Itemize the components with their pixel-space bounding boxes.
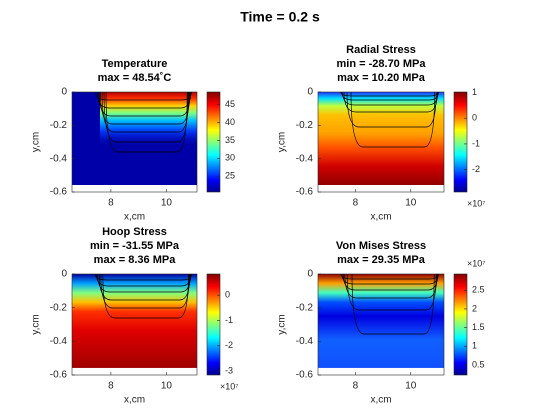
- subplot-title: Radial Stress: [346, 44, 416, 56]
- colorbar-tick-label: 25: [225, 171, 235, 181]
- y-tick-label: -0.4: [50, 336, 68, 347]
- x-tick-label: 8: [108, 198, 114, 209]
- colorbar: [206, 91, 221, 193]
- colorbar: [206, 273, 221, 376]
- contour: [102, 273, 189, 319]
- subplot-title: min = -28.70 MPa: [337, 58, 427, 70]
- figure-title: Time = 0.2 s: [240, 9, 320, 25]
- x-tick-label: 10: [161, 198, 173, 209]
- field: [72, 274, 197, 368]
- colorbar-tick-label: -3: [225, 365, 233, 375]
- colorbar-tick-label: 0: [472, 113, 477, 123]
- colorbar-tick-label: 1.5: [472, 322, 485, 332]
- subplot-title: Von Mises Stress: [336, 240, 426, 252]
- colorbar-tick-label: 1: [472, 341, 477, 351]
- x-tick-label: 10: [405, 198, 417, 209]
- y-tick-label: 0: [307, 269, 313, 280]
- colorbar: [453, 273, 468, 376]
- field: [318, 92, 444, 185]
- y-tick-label: -0.2: [296, 120, 314, 131]
- y-tick-label: -0.6: [50, 187, 68, 198]
- y-tick-label: -0.4: [50, 153, 68, 164]
- colorbar: [453, 91, 468, 193]
- colorbar-tick-label: -2: [472, 164, 480, 174]
- y-tick-label: -0.4: [296, 153, 314, 164]
- contour: [350, 91, 435, 148]
- colorbar-tick-label: 1: [472, 87, 477, 97]
- contour: [103, 91, 189, 143]
- subplot-title: min = -31.55 MPa: [90, 240, 180, 252]
- colorbar-tick-label: 45: [225, 99, 235, 109]
- y-tick-label: 0: [61, 87, 67, 98]
- y-tick-label: -0.4: [296, 336, 314, 347]
- y-tick-label: -0.6: [50, 370, 68, 381]
- subplot-title: Hoop Stress: [102, 226, 167, 238]
- y-tick-label: 0: [307, 87, 313, 98]
- x-tick-label: 8: [108, 381, 114, 392]
- colorbar-tick-label: 0.5: [472, 359, 485, 369]
- colorbar-tick-label: 40: [225, 117, 235, 127]
- subplot-title: max = 48.54˚C: [98, 72, 172, 84]
- x-tick-label: 10: [161, 381, 173, 392]
- y-tick-label: -0.2: [296, 302, 314, 313]
- x-tick-label: 8: [353, 381, 359, 392]
- y-axis-label: y,cm: [31, 314, 42, 334]
- colorbar-multiplier: ×10⁷: [467, 258, 486, 268]
- colorbar-tick-label: -1: [225, 315, 233, 325]
- field: [318, 274, 444, 368]
- axes-box: [71, 91, 198, 193]
- axes-box: [71, 273, 198, 376]
- y-axis-label: y,cm: [31, 132, 42, 152]
- x-axis-label: x,cm: [124, 395, 145, 406]
- x-tick-label: 10: [405, 381, 417, 392]
- x-tick-label: 8: [353, 198, 359, 209]
- colorbar-tick-label: -1: [472, 138, 480, 148]
- y-tick-label: -0.2: [50, 120, 68, 131]
- colorbar-tick-label: 2: [472, 303, 477, 313]
- y-tick-label: -0.6: [296, 370, 314, 381]
- colorbar-multiplier: ×10⁷: [220, 381, 239, 391]
- contour: [346, 273, 437, 311]
- field: [100, 92, 197, 147]
- contour: [101, 91, 190, 133]
- axes-box: [317, 91, 445, 193]
- colorbar-tick-label: 0: [225, 290, 230, 300]
- colorbar-tick-label: 30: [225, 153, 235, 163]
- y-axis-label: y,cm: [277, 314, 288, 334]
- x-axis-label: x,cm: [370, 395, 391, 406]
- colorbar-tick-label: 2.5: [472, 285, 485, 295]
- subplot-title: Temperature: [102, 58, 168, 70]
- x-axis-label: x,cm: [124, 212, 145, 223]
- y-tick-label: -0.6: [296, 187, 314, 198]
- subplot-title: max = 29.35 MPa: [337, 254, 426, 266]
- colorbar-multiplier: ×10⁷: [467, 198, 486, 208]
- contour: [351, 273, 435, 335]
- colorbar-tick-label: 35: [225, 135, 235, 145]
- subplot-title: max = 10.20 MPa: [337, 72, 426, 84]
- subplot-title: max = 8.36 MPa: [94, 254, 177, 266]
- contour: [105, 91, 188, 153]
- y-axis-label: y,cm: [277, 132, 288, 152]
- axes-box: [317, 273, 445, 376]
- y-tick-label: 0: [61, 269, 67, 280]
- y-tick-label: -0.2: [50, 302, 68, 313]
- contour: [343, 91, 438, 113]
- contour: [346, 91, 437, 128]
- x-axis-label: x,cm: [370, 212, 391, 223]
- colorbar-tick-label: -2: [225, 340, 233, 350]
